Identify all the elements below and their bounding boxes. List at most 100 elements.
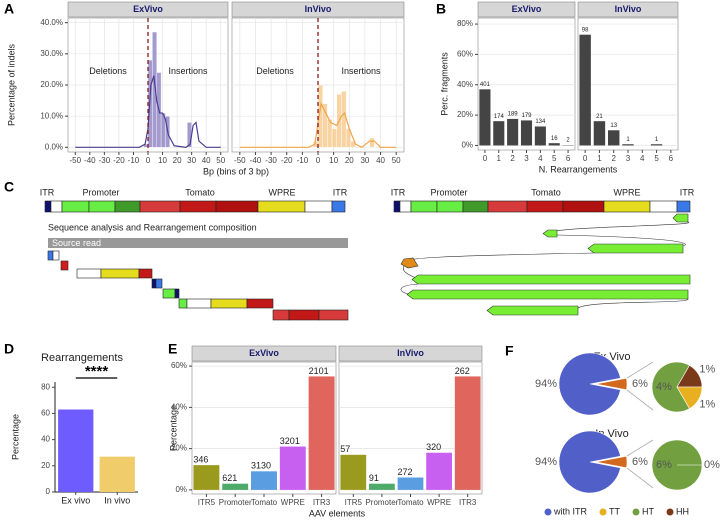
chart-title: Rearrangements	[41, 352, 123, 364]
count-label: 98	[582, 27, 589, 33]
legend-swatch	[632, 508, 640, 516]
facet-title: ExVivo	[512, 4, 542, 14]
facet-strip	[477, 1, 576, 18]
panel-label: F	[505, 343, 514, 359]
x-tick-label: -20	[281, 156, 293, 165]
count-label: 3130	[251, 461, 271, 471]
pie-slice	[558, 352, 621, 416]
legend-label: HT	[642, 506, 654, 516]
fragment	[246, 298, 274, 309]
x-tick-label: 20	[345, 156, 354, 165]
x-tick-label: -30	[99, 156, 111, 165]
x-tick-label: 0	[583, 154, 588, 163]
y-tick-label: 20%	[171, 444, 187, 453]
element-label: ITR	[391, 187, 406, 197]
promoter-segment	[410, 200, 438, 213]
panel-label: D	[4, 341, 14, 357]
slice-label: 6%	[656, 459, 672, 471]
x-tick-label: WPRE	[427, 498, 451, 507]
tomato-segment	[562, 200, 605, 213]
x-tick-label: 50	[392, 156, 401, 165]
right-construct	[393, 200, 691, 213]
histogram-bar	[345, 128, 352, 148]
pie-slice	[595, 377, 628, 391]
y-tick-label: 30.0%	[40, 49, 63, 58]
itr-segment	[393, 200, 401, 213]
legend-swatch	[666, 508, 674, 516]
x-tick-label: 4	[640, 154, 645, 163]
y-tick-label: 20%	[457, 110, 473, 119]
panel-label: B	[436, 1, 446, 17]
y-axis-label: Percentage	[10, 414, 20, 460]
facet-title: ExVivo	[249, 348, 279, 358]
x-tick-label: -50	[234, 156, 246, 165]
itr-segment	[676, 200, 691, 213]
bar	[58, 409, 94, 492]
facet-title: ExVivo	[133, 4, 163, 14]
count-label: 401	[480, 82, 491, 88]
x-tick-label: -50	[69, 156, 81, 165]
x-tick-label: In vivo	[104, 495, 130, 505]
pie-slice	[651, 361, 690, 413]
bar	[593, 121, 606, 146]
bar	[534, 126, 546, 146]
bar	[369, 483, 395, 490]
facet-strip	[67, 1, 229, 18]
tomato-segment	[179, 200, 217, 213]
x-tick-label: 50	[216, 156, 225, 165]
count-label: 91	[369, 473, 379, 483]
y-tick-label: 60%	[171, 361, 187, 370]
junction	[547, 221, 689, 234]
element-label: Tomato	[185, 187, 215, 197]
count-label: 174	[494, 114, 505, 120]
element-label: ITR	[333, 187, 348, 197]
count-label: 346	[193, 455, 208, 465]
histogram-bar	[341, 91, 347, 148]
bar	[507, 118, 519, 146]
fragment	[151, 278, 157, 289]
histogram-bar	[331, 128, 337, 148]
x-tick-label: -10	[128, 156, 140, 165]
spacer-segment	[50, 200, 63, 213]
panel-label: C	[4, 179, 14, 195]
promoter-segment	[114, 200, 141, 213]
bar	[548, 143, 560, 146]
fragment	[162, 288, 176, 299]
annotation: Deletions	[89, 66, 127, 76]
fragment	[52, 250, 60, 261]
arrow	[406, 289, 689, 300]
histogram-bar	[152, 31, 157, 148]
y-tick-label: 40%	[171, 402, 187, 411]
histogram-bar	[369, 137, 375, 148]
y-tick-label: 10.0%	[40, 111, 63, 120]
tomato-segment	[139, 200, 181, 213]
element-label: ITR	[40, 187, 55, 197]
x-tick-label: 6	[566, 154, 571, 163]
x-tick-label: 2	[611, 154, 616, 163]
y-tick-label: 0%	[175, 485, 187, 494]
wpre-segment	[257, 200, 306, 213]
facet-title: InVivo	[397, 348, 424, 358]
facet-strip	[577, 1, 679, 18]
y-tick-label: 0	[46, 487, 51, 496]
arrow	[542, 229, 558, 238]
bar	[622, 144, 634, 146]
significance-label: ****	[85, 363, 109, 380]
connector	[626, 439, 654, 457]
pie-slice	[558, 430, 621, 494]
bar	[579, 34, 591, 146]
element-label: Tomato	[531, 187, 561, 197]
count-label: 1	[626, 137, 630, 143]
x-tick-label: 4	[538, 154, 543, 163]
slice-label: 4%	[656, 381, 672, 393]
element-label: WPRE	[614, 187, 641, 197]
fragment	[288, 309, 320, 321]
tomato-segment	[526, 200, 564, 213]
y-tick-label: 40%	[457, 80, 473, 89]
annotation: Insertions	[168, 66, 208, 76]
read-arrows	[400, 213, 691, 316]
count-label: 21	[596, 114, 603, 120]
histogram-bar	[187, 122, 192, 148]
arrow	[400, 257, 419, 269]
